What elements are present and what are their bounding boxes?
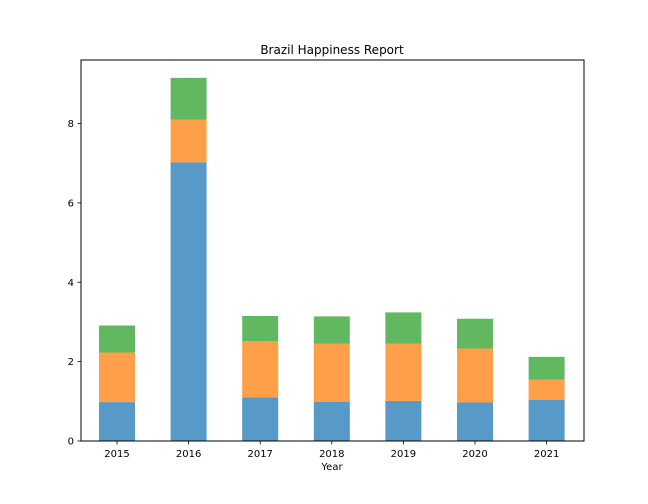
x-axis: 2015 2016 2017 2018 2019 2020 2021: [104, 441, 559, 460]
bar-2017-segment-3: [242, 315, 279, 341]
bar-2017-segment-2: [242, 340, 279, 398]
x-tick-label: 2018: [319, 449, 344, 460]
bar-2020-segment-3: [457, 318, 493, 349]
bar-2018-segment-2: [313, 343, 350, 402]
bar-2017-segment-1: [242, 397, 279, 441]
chart-title: Brazil Happiness Report: [260, 43, 404, 57]
bar-group: [99, 77, 565, 442]
y-tick-label: 8: [68, 119, 74, 130]
y-tick-label: 0: [68, 437, 74, 448]
y-tick-label: 2: [68, 357, 74, 368]
bar-2019-segment-1: [385, 400, 422, 441]
bar-2021-segment-1: [528, 399, 565, 441]
bar-2020-segment-2: [457, 348, 493, 403]
bar-2016-segment-2: [170, 119, 207, 163]
bar-2015-segment-1: [99, 402, 135, 441]
y-tick-label: 4: [68, 278, 74, 289]
y-axis: 0 2 4 6 8: [68, 119, 81, 448]
bar-2019-segment-3: [385, 312, 422, 344]
plot-frame: [80, 59, 585, 442]
x-axis-label: Year: [320, 462, 343, 473]
bar-2019-segment-2: [385, 343, 422, 401]
x-tick-label: 2019: [391, 449, 416, 460]
bar-2020-segment-1: [457, 402, 493, 441]
bar-2018-segment-1: [313, 401, 350, 441]
bar-2015-segment-3: [99, 325, 135, 353]
bar-2015-segment-2: [99, 352, 135, 403]
bar-2018-segment-3: [313, 316, 350, 344]
x-tick-label: 2015: [104, 449, 129, 460]
bar-2016-segment-3: [170, 77, 207, 120]
x-tick-label: 2016: [176, 449, 201, 460]
bar-2021-segment-3: [528, 356, 565, 380]
bar-2016-segment-1: [170, 162, 207, 442]
bar-2021-segment-2: [528, 379, 565, 400]
y-tick-label: 6: [68, 198, 74, 209]
x-tick-label: 2021: [534, 449, 559, 460]
x-tick-label: 2017: [247, 449, 272, 460]
x-tick-label: 2020: [462, 449, 487, 460]
